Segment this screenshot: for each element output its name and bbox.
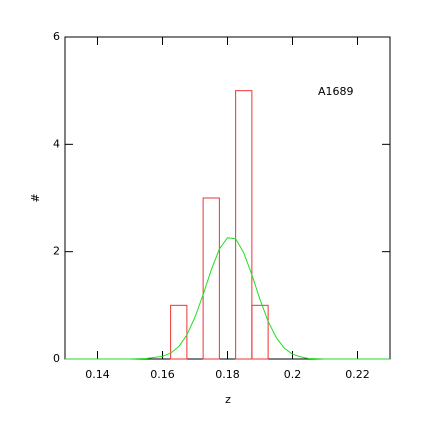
bar (251, 304, 269, 360)
y-tick-label: 0 (53, 352, 60, 365)
y-tick-label: 4 (53, 137, 60, 150)
y-tick-label: 6 (53, 30, 60, 43)
y-axis-label: # (29, 193, 42, 202)
bar (202, 197, 220, 360)
x-axis-label: z (225, 393, 231, 406)
x-tick-label: 0.16 (150, 368, 175, 381)
x-tick-label: 0.2 (284, 368, 302, 381)
bar (170, 304, 188, 360)
x-tick-label: 0.18 (215, 368, 240, 381)
y-tick-label: 2 (53, 245, 60, 258)
x-tick-label: 0.22 (345, 368, 370, 381)
curve (65, 237, 390, 360)
x-tick-label: 0.14 (85, 368, 110, 381)
annotation: A1689 (318, 85, 354, 98)
bar (235, 90, 253, 360)
